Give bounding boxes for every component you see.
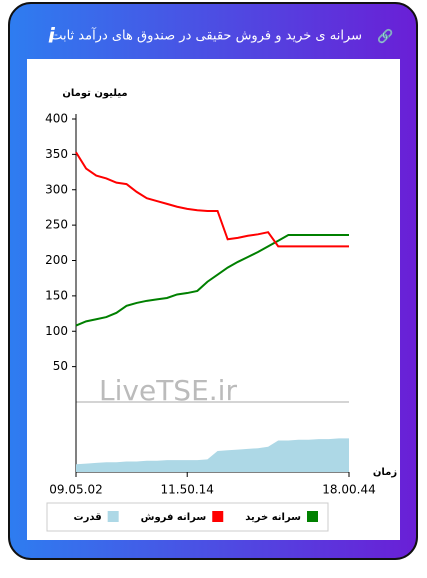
x-tick-label: 11.50.14 (161, 483, 214, 497)
legend-label: قدرت (74, 512, 102, 523)
y-tick-label: 50 (53, 359, 68, 373)
x-axis-label: زمان (373, 467, 397, 478)
y-tick-label: 300 (45, 182, 68, 196)
legend-swatch (212, 511, 224, 522)
legend-items: سرانه خرید سرانه فروش قدرت (74, 511, 318, 523)
legend-swatch (107, 511, 119, 522)
series-line (75, 234, 349, 327)
power-area (76, 438, 349, 472)
y-axis-label: میلیون تومان (62, 88, 127, 99)
y-tick-label: 250 (45, 218, 68, 232)
legend-swatch (307, 511, 318, 522)
y-tick-label: 150 (45, 288, 68, 302)
y-tick-label: 100 (45, 324, 68, 338)
x-tick-label: 18.00.44 (322, 483, 375, 497)
info-icon[interactable]: i (48, 24, 56, 48)
y-tick-label: 400 (45, 112, 68, 126)
chart-title: سرانه ی خرید و فروش حقیقی در صندوق های د… (50, 27, 362, 44)
legend-label: سرانه فروش (141, 512, 207, 523)
series-line (75, 151, 349, 248)
y-tick-label: 350 (45, 147, 68, 161)
x-tick-label: 09.05.02 (49, 483, 102, 497)
y-tick-label: 200 (45, 253, 68, 267)
legend (46, 502, 329, 532)
legend-label: سرانه خرید (245, 512, 301, 523)
link-icon[interactable]: 🔗 (377, 28, 393, 45)
